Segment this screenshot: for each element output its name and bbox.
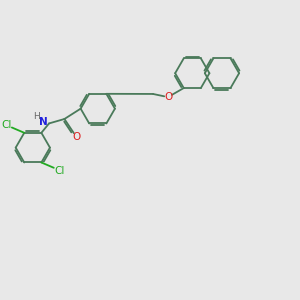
- Text: O: O: [72, 132, 80, 142]
- Text: H: H: [33, 112, 40, 122]
- Text: O: O: [164, 92, 172, 102]
- Text: N: N: [39, 117, 48, 127]
- Text: Cl: Cl: [54, 166, 64, 176]
- Text: Cl: Cl: [1, 119, 12, 130]
